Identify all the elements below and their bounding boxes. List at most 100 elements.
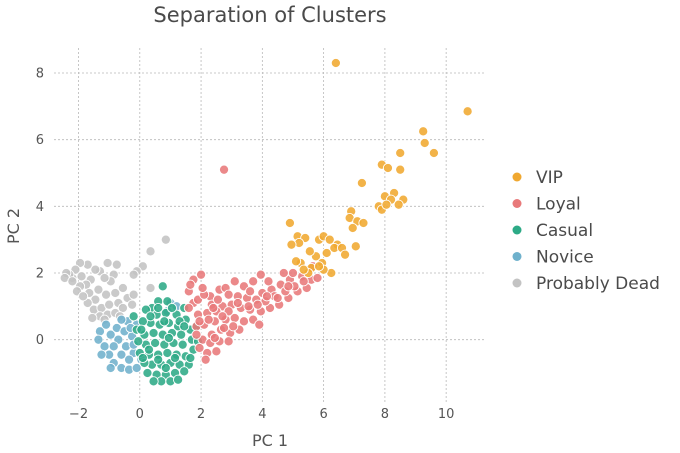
data-point — [108, 341, 119, 352]
data-point — [212, 294, 223, 305]
data-point — [350, 241, 361, 252]
data-point — [217, 311, 228, 322]
data-point — [243, 301, 254, 312]
data-point — [252, 299, 263, 310]
data-point — [324, 234, 335, 245]
y-axis-label: PC 2 — [4, 208, 23, 244]
data-point — [208, 302, 219, 314]
data-point — [218, 164, 230, 175]
data-point — [78, 291, 89, 302]
y-tick-label: 0 — [36, 333, 44, 348]
data-point — [229, 276, 240, 287]
data-point — [418, 126, 429, 137]
legend-marker — [512, 225, 522, 235]
data-point — [347, 222, 358, 234]
data-point — [145, 311, 156, 322]
data-point — [183, 302, 194, 314]
data-point — [287, 267, 299, 279]
data-point — [395, 147, 406, 159]
data-point — [263, 276, 274, 287]
data-point — [160, 234, 171, 245]
series-loyal — [183, 164, 323, 365]
data-point — [145, 246, 156, 257]
x-axis-label: PC 1 — [252, 431, 288, 450]
data-point — [128, 289, 139, 300]
data-point — [298, 276, 309, 287]
legend-item: Probably Dead — [512, 274, 660, 294]
legend-item: Loyal — [512, 195, 581, 215]
data-point — [160, 362, 171, 374]
data-point — [159, 316, 170, 327]
y-axis-ticks: 0 2 4 6 8 — [36, 67, 44, 349]
data-point — [153, 354, 164, 365]
data-point — [116, 349, 127, 360]
data-point — [99, 341, 110, 352]
data-point — [248, 276, 259, 287]
legend-label: Casual — [536, 221, 593, 241]
data-point — [143, 344, 155, 355]
data-point — [278, 267, 289, 279]
series-probably-dead — [59, 234, 171, 325]
data-point — [76, 271, 87, 282]
x-tick-label: 10 — [438, 407, 455, 422]
data-point — [283, 281, 294, 292]
data-point — [131, 362, 142, 374]
data-point — [116, 314, 127, 325]
data-point — [211, 346, 222, 357]
data-point — [101, 289, 112, 300]
y-tick-label: 6 — [36, 133, 44, 148]
data-point — [290, 256, 302, 267]
data-point — [111, 259, 122, 270]
data-point — [153, 302, 164, 314]
data-point — [166, 302, 178, 314]
data-point — [196, 269, 207, 280]
data-point — [232, 297, 243, 309]
series-vip — [284, 57, 473, 279]
data-point — [117, 282, 128, 294]
data-point — [419, 137, 430, 149]
data-point — [197, 282, 208, 294]
data-point — [312, 272, 323, 284]
legend-item: Novice — [512, 248, 594, 268]
data-point — [157, 281, 168, 292]
data-point — [163, 332, 174, 344]
data-point — [90, 264, 101, 275]
data-point — [179, 321, 190, 332]
data-points — [59, 57, 473, 387]
data-point — [105, 362, 116, 374]
data-point — [238, 316, 250, 327]
data-point — [358, 217, 369, 229]
x-tick-label: 8 — [381, 407, 389, 422]
data-point — [185, 352, 196, 364]
data-point — [223, 289, 234, 300]
data-point — [133, 336, 144, 347]
data-point — [200, 354, 211, 365]
data-point — [313, 261, 325, 272]
data-point — [462, 106, 473, 117]
data-point — [321, 247, 332, 259]
data-point — [110, 287, 121, 299]
data-point — [330, 57, 341, 69]
x-tick-label: 6 — [319, 407, 327, 422]
y-tick-label: 2 — [36, 267, 44, 282]
legend-marker — [512, 199, 522, 208]
x-axis-ticks: −2 0 2 4 6 8 10 — [69, 407, 455, 422]
data-point — [179, 366, 190, 377]
data-point — [148, 327, 159, 339]
data-point — [145, 282, 156, 294]
legend-label: VIP — [536, 168, 563, 188]
data-point — [203, 314, 214, 325]
y-tick-label: 8 — [36, 67, 44, 82]
y-tick-label: 4 — [36, 200, 44, 215]
data-point — [194, 316, 205, 327]
data-point — [245, 286, 256, 297]
grid — [54, 48, 486, 403]
legend-label: Loyal — [536, 195, 581, 215]
legend-marker — [512, 252, 522, 261]
data-point — [218, 322, 230, 334]
data-point — [209, 332, 220, 344]
data-point — [356, 177, 367, 189]
x-tick-label: 2 — [197, 407, 205, 422]
data-point — [99, 272, 110, 284]
data-point — [148, 376, 159, 387]
